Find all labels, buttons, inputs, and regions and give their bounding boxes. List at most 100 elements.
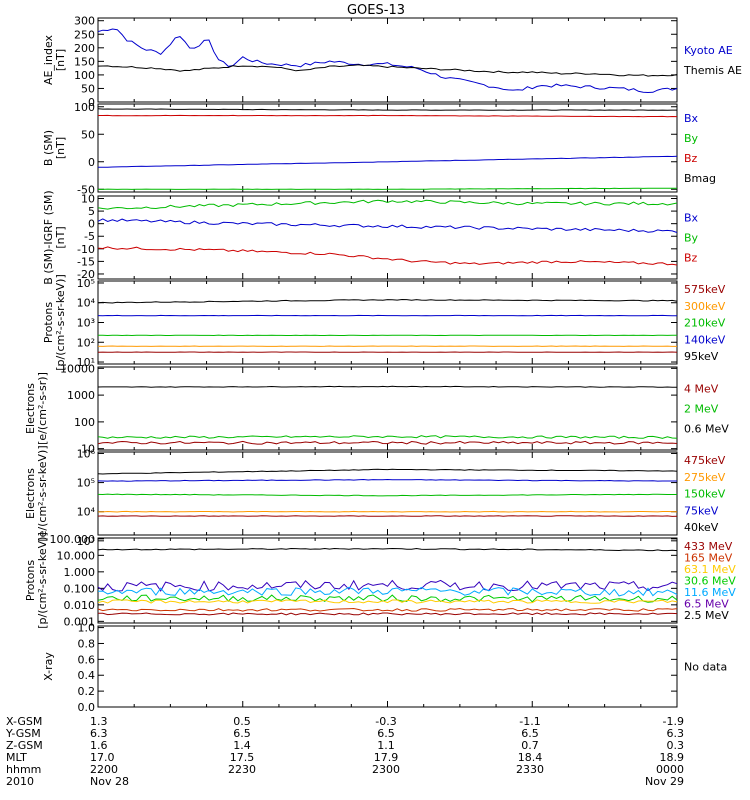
series-95kev (97, 298, 678, 304)
series-11-6-mev (97, 586, 678, 597)
series-150kev (97, 493, 677, 497)
y-tick-label: 50 (81, 82, 95, 95)
bottom-row-value: -1.1 (519, 715, 540, 728)
series-themis-ae (97, 64, 678, 77)
y-tick-label: 100 (74, 416, 95, 429)
legend-entry: Themis AE (683, 64, 742, 77)
y-tick-label: 0.4 (78, 669, 96, 682)
series-30-6-mev (97, 594, 678, 603)
y-tick-label: 5 (88, 205, 95, 218)
y-tick-label: 0.001 (64, 615, 96, 628)
y-tick-label: 0.010 (64, 599, 96, 612)
bottom-row-value: 6.5 (521, 727, 539, 740)
series-bz (97, 246, 678, 266)
bottom-axis-table: X-GSM 1.3 0.5 -0.3 -1.1 -1.9 Y-GSM 6.3 6.5 6.5 6.5… (5, 715, 684, 788)
y-tick-label: 200 (74, 42, 95, 55)
legend-entry: Bz (684, 252, 698, 265)
series-63-1-mev (97, 599, 678, 604)
legend-entry: 40keV (684, 521, 719, 534)
y-tick-label: 10³ (77, 317, 95, 330)
legend-entry: 2.5 MeV (684, 609, 729, 622)
y-axis-unit: [e/(cm²-s-sr)] (36, 372, 49, 445)
y-tick-label: -20 (77, 268, 95, 281)
bottom-row-value: 0.3 (667, 739, 685, 752)
series-2-mev (97, 435, 678, 439)
y-tick-label: 50 (81, 128, 95, 141)
y-tick-label: 10000 (60, 362, 95, 375)
y-axis-label: X-ray (42, 652, 55, 681)
legend-entry: By (684, 132, 699, 145)
panel-7: 0.001 0.010 0.100 1.000 10.000 100.000 Protons… (24, 532, 736, 629)
legend-entry: Bx (684, 112, 699, 125)
bottom-row-label: Z-GSM (6, 739, 43, 752)
bottom-row-value: 2230 (228, 763, 256, 776)
series-bz (98, 114, 678, 118)
legend-entry: No data (684, 661, 727, 674)
y-tick-label: 100 (74, 101, 95, 114)
y-tick-label: 10⁴ (77, 506, 96, 519)
y-axis-label: B (SM) (42, 130, 55, 166)
series-2-5-mev (97, 547, 678, 552)
legend-entry: By (684, 232, 699, 245)
panel-frame (97, 625, 678, 708)
legend-entry: 30.6 MeV (684, 575, 736, 588)
y-tick-label: 10 (81, 193, 95, 206)
legend-entry: 575keV (684, 283, 726, 296)
chart-title: GOES-13 (347, 3, 405, 18)
y-axis-unit: [nT] (54, 49, 67, 71)
legend-entry: 6.5 MeV (684, 598, 729, 611)
bottom-row-value: 2330 (516, 763, 544, 776)
panel-frame (97, 280, 678, 365)
y-axis-label: Electrons (24, 383, 37, 434)
y-tick-label: 0.6 (78, 653, 96, 666)
series-75kev (97, 478, 677, 482)
y-axis-label: Protons (24, 560, 37, 601)
y-tick-label: 0 (88, 218, 95, 231)
bottom-row-value: 2200 (90, 763, 118, 776)
bottom-row-value: 1.6 (90, 739, 108, 752)
series-6-5-mev (97, 579, 678, 592)
y-axis-label: B (SM)-IGRF (SM) (42, 190, 55, 284)
y-axis-label: Protons (42, 302, 55, 343)
bottom-row-label: MLT (6, 751, 27, 764)
bottom-row-label: hhmm (6, 763, 41, 776)
panel-frame (97, 103, 678, 193)
panel-6: 10³ 10⁴ 10⁵ 10⁶ Electrons [e/(cm²-s-sr-keV)] 4… (24, 445, 726, 547)
bottom-row-value: 1.1 (377, 739, 395, 752)
y-tick-label: 0 (88, 156, 95, 169)
legend-entry: 95keV (684, 350, 719, 363)
legend-entry: 433 MeV (684, 540, 733, 553)
y-tick-label: 10⁵ (77, 277, 95, 290)
series-kyoto-ae (97, 28, 678, 94)
y-tick-label: -10 (77, 243, 95, 256)
legend-entry: 0.6 MeV (684, 423, 729, 436)
bottom-row-value: 6.3 (667, 727, 685, 740)
bottom-row-value: 6.5 (377, 727, 395, 740)
y-tick-label: 100 (74, 69, 95, 82)
y-tick-label: 300 (74, 15, 95, 28)
bottom-row-value: 17.0 (90, 751, 115, 764)
bottom-row-value: 6.3 (90, 727, 108, 740)
y-tick-label: 100.000 (50, 533, 96, 546)
bottom-row-value: -1.9 (663, 715, 684, 728)
legend-entry: 140keV (684, 333, 726, 346)
bottom-row-value: 1.4 (233, 739, 251, 752)
bottom-row-value: Nov 29 (645, 775, 684, 788)
legend-entry: 210keV (684, 317, 726, 330)
series-by (97, 199, 678, 210)
y-axis-unit: [p/(cm²-s-sr-keV)] (54, 274, 67, 371)
y-tick-label: 10² (77, 336, 95, 349)
panel-5: 10 100 1000 10000 Electrons [e/(cm²-s-sr)] 4 M… (24, 362, 729, 455)
y-axis-unit: [p/(cm²-s-sr-keV)] (36, 532, 49, 629)
y-tick-label: 250 (74, 28, 95, 41)
y-tick-label: 10⁴ (77, 297, 96, 310)
panel-frame (97, 195, 678, 280)
y-tick-label: 0 (88, 96, 95, 109)
bottom-row-value: 17.5 (230, 751, 255, 764)
panel-2: -50 0 50 100 B (SM) [nT] Bx By Bz Bmag (42, 101, 716, 197)
legend-entry: 275keV (684, 471, 726, 484)
bottom-row-value: 17.9 (374, 751, 399, 764)
bottom-row-label: 2010 (6, 775, 34, 788)
